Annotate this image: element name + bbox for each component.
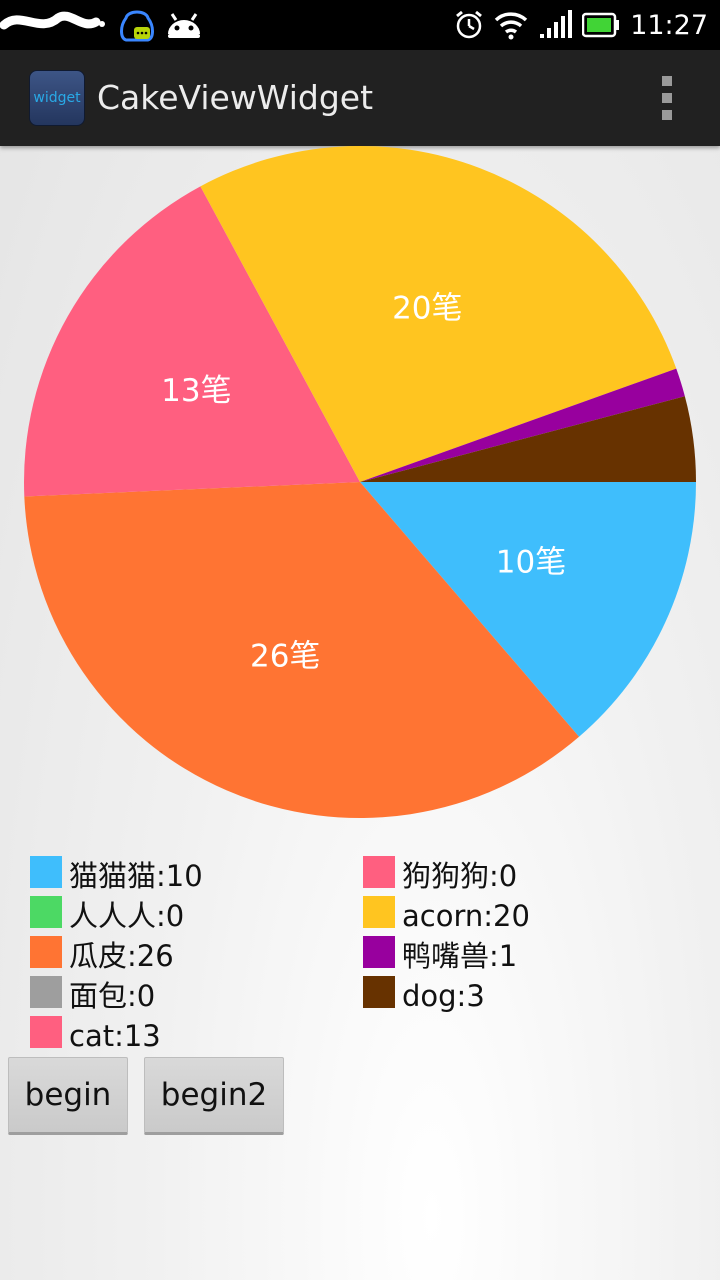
legend-item: acorn:20 <box>363 896 683 936</box>
legend-item: 瓜皮:26 <box>30 936 350 976</box>
pie-slice-label: 10笔 <box>496 544 566 580</box>
legend-label: 狗狗狗:0 <box>402 859 518 893</box>
signal-icon <box>540 10 573 38</box>
legend-swatch <box>30 1016 62 1048</box>
legend-swatch <box>30 936 62 968</box>
legend-label: 鸭嘴兽:1 <box>402 939 518 973</box>
legend-swatch <box>363 976 395 1008</box>
status-time: 11:27 <box>630 9 708 41</box>
status-indicators: 11:27 <box>454 0 708 50</box>
pie-slice-label: 13笔 <box>161 373 231 409</box>
pie-slice <box>360 482 696 737</box>
legend-swatch <box>363 936 395 968</box>
cake-pie-chart: 10笔 26笔 13笔 20笔 <box>23 146 696 819</box>
pie-slice <box>23 186 360 497</box>
legend-label: acorn:20 <box>402 899 530 933</box>
overflow-dot <box>662 93 672 103</box>
legend-label: 人人人:0 <box>69 899 185 933</box>
legend-swatch <box>30 856 62 888</box>
legend-column-right: 狗狗狗:0 acorn:20 鸭嘴兽:1 dog:3 <box>363 856 683 1016</box>
pie-slice <box>200 146 677 482</box>
pie-slice <box>24 482 580 819</box>
legend-item: 猫猫猫:10 <box>30 856 350 896</box>
notification-icons <box>0 10 200 42</box>
legend-swatch <box>363 856 395 888</box>
app-title: CakeViewWidget <box>97 78 374 117</box>
pie-slice <box>360 368 685 482</box>
legend-label: 瓜皮:26 <box>69 939 174 973</box>
legend-item: dog:3 <box>363 976 683 1016</box>
legend-swatch <box>30 976 62 1008</box>
android-icon <box>168 13 200 38</box>
legend-swatch <box>30 896 62 928</box>
overflow-menu-icon[interactable] <box>654 76 680 120</box>
wifi-icon <box>494 12 528 40</box>
app-icon-label: widget <box>33 90 81 106</box>
app-icon[interactable]: widget <box>29 70 85 126</box>
battery-icon <box>582 12 620 38</box>
legend-label: dog:3 <box>402 979 485 1013</box>
pie-labels: 10笔 26笔 13笔 20笔 <box>161 290 566 674</box>
pie-slice-label: 20笔 <box>392 290 462 326</box>
status-bar: 11:27 <box>0 0 720 50</box>
pie-slice <box>360 396 696 482</box>
legend-item: 鸭嘴兽:1 <box>363 936 683 976</box>
begin-button[interactable]: begin <box>8 1057 128 1135</box>
action-bar: widget CakeViewWidget <box>0 50 720 146</box>
pie-slice-label: 26笔 <box>250 639 320 675</box>
legend-item: 人人人:0 <box>30 896 350 936</box>
scribble-redaction-icon <box>0 11 105 30</box>
legend-swatch <box>363 896 395 928</box>
legend-item: cat:13 <box>30 1016 350 1056</box>
overflow-dot <box>662 110 672 120</box>
legend-label: 面包:0 <box>69 979 156 1013</box>
pie-legend: 猫猫猫:10 人人人:0 瓜皮:26 面包:0 cat:13 狗狗狗:0 acorn:20… <box>30 856 720 1056</box>
legend-label: 猫猫猫:10 <box>69 859 203 893</box>
qq-icon <box>120 10 154 42</box>
pie-slices <box>23 146 696 819</box>
legend-item: 面包:0 <box>30 976 350 1016</box>
overflow-dot <box>662 76 672 86</box>
legend-label: cat:13 <box>69 1019 161 1053</box>
legend-item: 狗狗狗:0 <box>363 856 683 896</box>
status-notifications <box>0 0 220 50</box>
alarm-icon <box>456 10 483 39</box>
legend-column-left: 猫猫猫:10 人人人:0 瓜皮:26 面包:0 cat:13 <box>30 856 350 1056</box>
begin2-button[interactable]: begin2 <box>144 1057 284 1135</box>
